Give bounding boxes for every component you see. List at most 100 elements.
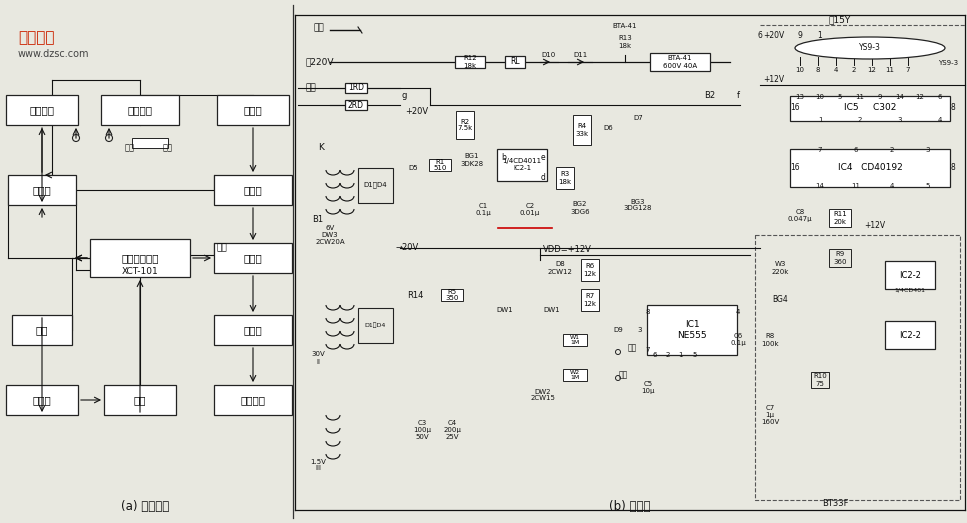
Text: 16: 16 <box>790 104 800 112</box>
Text: www.dzsc.com: www.dzsc.com <box>18 49 90 59</box>
Text: IC1
NE555: IC1 NE555 <box>677 320 707 340</box>
Text: W2
1M: W2 1M <box>570 370 580 380</box>
Text: 5: 5 <box>692 352 697 358</box>
Text: 14: 14 <box>815 183 825 189</box>
Text: 5: 5 <box>925 183 930 189</box>
Text: R13
18k: R13 18k <box>618 36 631 49</box>
Text: IC2-2: IC2-2 <box>899 270 921 279</box>
Text: C5
10μ: C5 10μ <box>641 381 655 394</box>
Bar <box>563 369 587 381</box>
Text: D7: D7 <box>633 115 643 121</box>
Bar <box>101 95 179 125</box>
Text: R4
33k: R4 33k <box>575 123 589 137</box>
Text: VDD=+12V: VDD=+12V <box>543 245 592 255</box>
Text: B1: B1 <box>312 215 324 224</box>
Text: +20V: +20V <box>763 30 784 40</box>
Text: 3: 3 <box>638 327 642 333</box>
Bar <box>214 243 292 273</box>
Text: 6: 6 <box>854 147 859 153</box>
Text: R1
510: R1 510 <box>433 158 447 172</box>
Text: D10: D10 <box>541 52 555 58</box>
Text: ～15Y: ～15Y <box>829 16 851 25</box>
Text: 过零脉冲: 过零脉冲 <box>30 105 54 115</box>
Text: 数字显示: 数字显示 <box>241 395 266 405</box>
Bar <box>573 115 591 145</box>
Bar <box>790 149 950 187</box>
Text: R11
20k: R11 20k <box>834 211 847 224</box>
Text: 7: 7 <box>646 347 650 353</box>
Bar <box>755 235 960 500</box>
Text: YS9-3: YS9-3 <box>938 60 958 66</box>
Text: +12V: +12V <box>864 221 886 230</box>
Text: 振荡器: 振荡器 <box>244 105 262 115</box>
Text: 1RD: 1RD <box>348 84 364 93</box>
Text: 7: 7 <box>906 67 910 73</box>
Bar <box>90 239 190 277</box>
Text: 触发: 触发 <box>36 325 48 335</box>
Text: 6V
DW3
2CW20A: 6V DW3 2CW20A <box>315 225 345 245</box>
Bar <box>345 100 367 110</box>
Bar <box>358 308 393 343</box>
Text: B2: B2 <box>704 92 716 100</box>
Text: 2: 2 <box>666 352 670 358</box>
Text: 可控硅: 可控硅 <box>33 395 51 405</box>
Text: d: d <box>541 174 545 183</box>
Text: 30V
II: 30V II <box>311 351 325 365</box>
Text: ～220V: ～220V <box>305 58 334 66</box>
Bar <box>829 209 851 227</box>
Text: f: f <box>737 92 740 100</box>
Bar <box>6 95 78 125</box>
Bar <box>6 385 78 415</box>
Text: 12: 12 <box>916 94 924 100</box>
Text: 16: 16 <box>790 164 800 173</box>
Text: 1: 1 <box>818 30 822 40</box>
Text: R5
350: R5 350 <box>446 289 458 301</box>
Bar <box>556 167 574 189</box>
Text: 译码器: 译码器 <box>244 325 262 335</box>
Text: (a) 组成框图: (a) 组成框图 <box>121 501 169 514</box>
Bar <box>581 259 599 281</box>
Text: 9: 9 <box>798 30 803 40</box>
Bar <box>104 385 176 415</box>
Text: 4: 4 <box>938 117 942 123</box>
Text: BT33F: BT33F <box>822 498 848 507</box>
Text: e: e <box>541 153 545 163</box>
Text: R12
18k: R12 18k <box>463 55 477 69</box>
Text: 13: 13 <box>796 94 805 100</box>
Text: 维库一下: 维库一下 <box>18 30 54 45</box>
Text: g: g <box>402 92 407 100</box>
Text: 8: 8 <box>646 309 650 315</box>
Text: C4
200μ
25V: C4 200μ 25V <box>443 420 461 440</box>
Text: 4: 4 <box>834 67 838 73</box>
Bar <box>650 53 710 71</box>
Bar <box>8 175 76 205</box>
Ellipse shape <box>795 37 945 59</box>
Text: 周期开关: 周期开关 <box>128 105 153 115</box>
Text: 2: 2 <box>858 117 863 123</box>
Text: 2: 2 <box>890 147 894 153</box>
Text: 11: 11 <box>852 183 861 189</box>
Text: 温度检错控制: 温度检错控制 <box>121 253 159 263</box>
Text: R8
100k: R8 100k <box>761 334 778 347</box>
Text: C6
0.1μ: C6 0.1μ <box>730 334 746 347</box>
Text: D8
2CW12: D8 2CW12 <box>547 262 572 275</box>
Text: C3
100μ
50V: C3 100μ 50V <box>413 420 431 440</box>
Text: D11: D11 <box>572 52 587 58</box>
Text: 6: 6 <box>938 94 942 100</box>
Text: YS9-3: YS9-3 <box>859 43 881 52</box>
Text: IC4   CD40192: IC4 CD40192 <box>837 164 902 173</box>
Bar <box>132 138 168 148</box>
Text: 1/4CD4011
IC2-1: 1/4CD4011 IC2-1 <box>503 158 542 172</box>
Text: (b) 电路图: (b) 电路图 <box>609 501 651 514</box>
Text: DW2
2CW15: DW2 2CW15 <box>531 389 555 402</box>
Text: 1: 1 <box>678 352 683 358</box>
Text: D1～D4: D1～D4 <box>364 181 387 188</box>
Text: 10: 10 <box>796 67 805 73</box>
Text: 8: 8 <box>951 104 955 112</box>
Text: XCT-101: XCT-101 <box>122 267 159 277</box>
Bar <box>581 289 599 311</box>
Text: 9: 9 <box>878 94 882 100</box>
Text: 上限: 上限 <box>628 344 636 353</box>
Text: +12V: +12V <box>763 75 784 85</box>
Bar <box>214 315 292 345</box>
